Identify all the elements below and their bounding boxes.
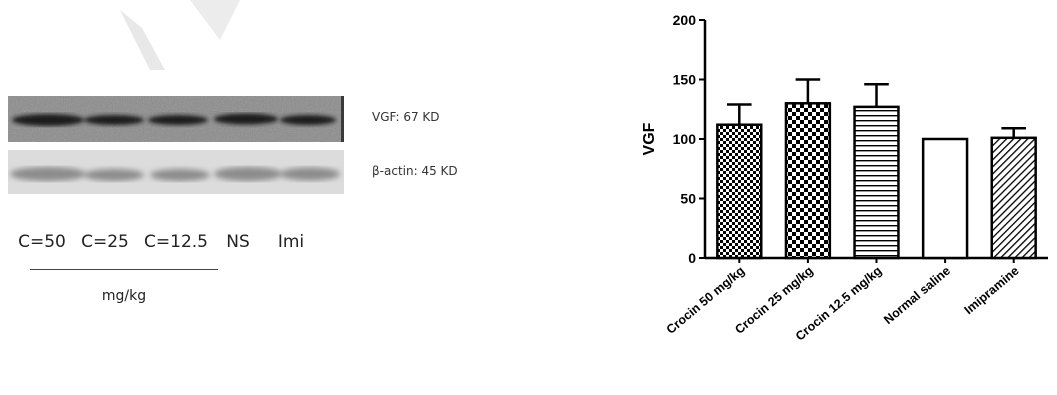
lane-label: Imi [277, 232, 305, 252]
bar [921, 137, 969, 260]
dose-bracket-line [30, 269, 218, 270]
bar [853, 105, 900, 260]
lane-label: NS [226, 232, 250, 252]
x-tick-label: Normal saline [881, 264, 953, 327]
dose-unit-label: mg/kg [101, 288, 147, 304]
y-tick-label: 150 [673, 72, 697, 88]
lane-label: C=25 [81, 232, 129, 252]
vgf-band-label: VGF: 67 KD [372, 110, 440, 124]
lane-label: C=12.5 [144, 232, 208, 252]
actin-band [214, 167, 282, 181]
vgf-bar-chart: 0 50 100 150 200 VGF Crocin 50 mg/kg Crocin 25… [600, 0, 1057, 390]
x-tick-label: Imipramine [962, 264, 1022, 318]
lane-label: C=50 [18, 232, 66, 252]
western-blot-panel: VGF: 67 KD β-actin: 45 KD C=50 C=25 C=12… [0, 0, 500, 390]
bar [784, 102, 832, 260]
y-tick-label: 0 [688, 250, 696, 266]
actin-band [150, 169, 210, 181]
bar [716, 123, 763, 260]
y-tick-label: 200 [673, 12, 697, 28]
vgf-band [12, 114, 84, 126]
y-axis-title: VGF [641, 122, 658, 155]
vgf-band [148, 115, 208, 125]
vgf-band [84, 115, 144, 125]
actin-band [84, 169, 144, 181]
beta-actin-blot-strip [8, 150, 344, 194]
watermark [120, 0, 240, 70]
actin-band [280, 167, 340, 181]
vgf-band [280, 115, 336, 125]
actin-band [10, 167, 86, 181]
vgf-band [214, 113, 278, 125]
bar [990, 136, 1037, 260]
y-tick-label: 100 [673, 131, 697, 147]
beta-actin-band-label: β-actin: 45 KD [372, 164, 458, 178]
y-tick-label: 50 [680, 191, 696, 207]
vgf-blot-strip [8, 96, 344, 142]
